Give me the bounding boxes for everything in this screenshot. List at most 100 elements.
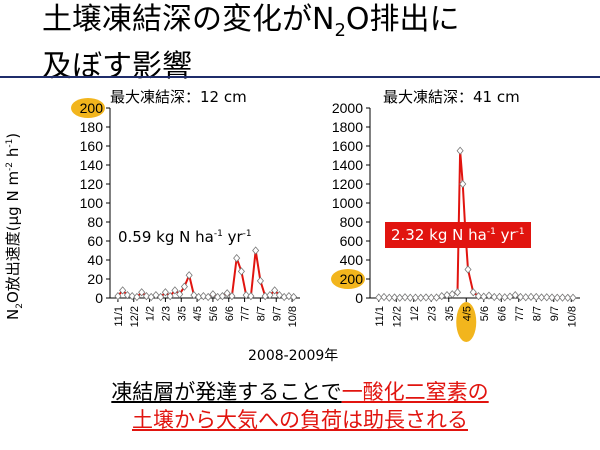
data-point (142, 291, 150, 301)
data-point (490, 292, 498, 302)
data-point (456, 146, 464, 155)
conclusion-line-2: 土壌から大気への負荷は助長される (132, 408, 468, 432)
y-tick-label: 1200 (332, 176, 363, 192)
data-point (233, 253, 241, 263)
data-point (199, 291, 207, 301)
data-point (271, 286, 279, 295)
data-point (516, 292, 525, 302)
y-tick-label: 800 (340, 214, 364, 230)
x-tick-label: 7/7 (240, 306, 252, 321)
chart-2-title: 最大凍結深：41 cm (383, 88, 520, 106)
y-tick-label: 1400 (332, 157, 363, 173)
x-tick-label: 1/2 (409, 306, 421, 321)
data-point (237, 267, 245, 276)
y-tick-label: 160 (80, 138, 104, 154)
data-point (532, 292, 540, 302)
data-point (128, 291, 136, 301)
data-point (171, 286, 179, 295)
data-point (453, 288, 462, 297)
data-point (190, 291, 198, 300)
data-point (223, 289, 231, 298)
data-point (161, 288, 169, 297)
data-point (209, 290, 217, 299)
data-point (459, 179, 467, 189)
y-tick-label: 40 (87, 252, 103, 268)
y-tick-label: 1800 (332, 119, 363, 135)
data-point (406, 293, 414, 302)
data-point (464, 265, 472, 274)
x-tick-label: 2/3 (160, 306, 172, 321)
data-point (256, 276, 264, 286)
chart-2-annotation: 2.32 kg N ha-1 yr-1 (385, 222, 531, 248)
data-point (427, 293, 435, 302)
data-point (469, 288, 477, 297)
data-point (480, 292, 488, 301)
data-point (422, 293, 430, 302)
y-tick-label: 600 (340, 233, 364, 249)
data-point (218, 291, 226, 301)
data-point (166, 291, 174, 301)
x-tick-label: 5/6 (208, 306, 220, 321)
data-point (119, 286, 127, 295)
x-tick-label: 4/5 (192, 306, 204, 321)
x-tick-label: 9/7 (549, 306, 561, 321)
data-point (114, 291, 122, 301)
data-point (176, 290, 184, 299)
x-tick-label: 1/2 (145, 306, 157, 321)
data-point (396, 293, 404, 302)
y-tick-label: 60 (87, 233, 103, 249)
x-tick-label: 8/7 (255, 306, 267, 321)
x-tick-label: 8/7 (531, 306, 543, 321)
data-point (380, 292, 388, 302)
data-point (495, 292, 504, 301)
data-point (157, 292, 165, 302)
data-point (417, 293, 425, 302)
data-point (506, 292, 514, 301)
y-tick-label: 1600 (332, 138, 363, 154)
title-line-2: 及ぼす影響 (42, 49, 192, 84)
data-point (548, 293, 556, 302)
y-tick-label: 140 (80, 157, 104, 173)
x-tick-label: 6/6 (496, 306, 508, 321)
data-point (501, 293, 509, 302)
x-tick-label: 6/6 (224, 306, 236, 321)
chart-1-annotation: 0.59 kg N ha-1 yr-1 (118, 228, 252, 246)
data-point (290, 292, 298, 302)
data-point (411, 293, 420, 302)
x-tick-label: 10/8 (566, 306, 578, 327)
y-tick-label: 200 (340, 271, 364, 287)
x-tick-label: 12/2 (129, 306, 141, 327)
chart-1: 0 20 40 60 80 100 120 140 160 180 200 11/1 12/2 1/2 2/… (71, 98, 300, 327)
x-tick-label: 3/5 (444, 306, 456, 321)
y-axis-label: N2O放出速度(μg N m-2 h-1) (4, 132, 25, 320)
data-point (569, 293, 577, 302)
data-point (438, 291, 446, 301)
data-point (242, 291, 250, 300)
data-point (228, 291, 236, 301)
data-point (185, 271, 193, 280)
y-tick-label: 0 (355, 290, 363, 306)
data-point (152, 291, 160, 300)
data-point (375, 293, 383, 302)
y-tick-label: 20 (87, 271, 103, 287)
data-point (432, 293, 441, 302)
data-point (390, 293, 399, 302)
data-point (204, 292, 212, 302)
data-point (252, 246, 260, 255)
data-point (123, 291, 131, 300)
data-point (485, 291, 493, 300)
data-point (511, 291, 519, 300)
x-tick-label: 9/7 (271, 306, 283, 321)
x-tick-label: 7/7 (514, 306, 526, 321)
y-tick-label: 200 (80, 100, 104, 116)
data-point (558, 293, 567, 302)
data-point (564, 293, 572, 302)
series-line (117, 250, 294, 299)
x-tick-label: 10/8 (287, 306, 299, 327)
conclusion-line-1: 凍結層が発達することで一酸化二窒素の (111, 380, 489, 404)
y-tick-label: 400 (340, 252, 364, 268)
y-tick-label: 2000 (332, 100, 363, 116)
data-point (266, 291, 274, 300)
y-tick-label: 100 (80, 195, 104, 211)
x-tick-label: 5/6 (479, 306, 491, 321)
